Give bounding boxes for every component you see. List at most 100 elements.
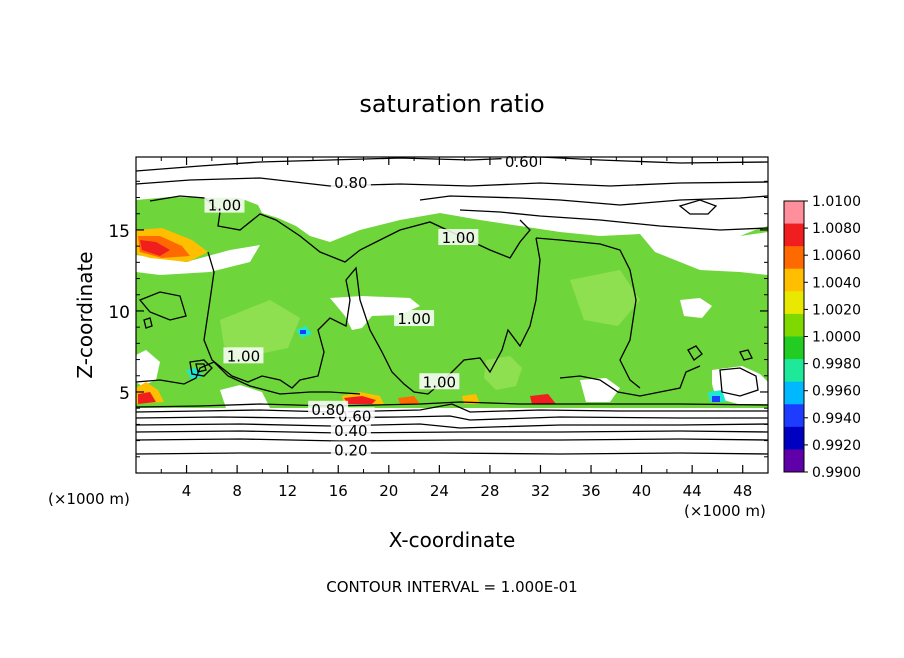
colorbar-label: 1.0080: [812, 221, 861, 237]
field-region: [140, 240, 170, 256]
field-region: [640, 232, 768, 275]
field-region: [712, 396, 720, 402]
x-axis-label: X-coordinate: [389, 528, 516, 552]
colorbar-label: 1.0060: [812, 248, 861, 264]
x-tick-label: 48: [733, 482, 752, 500]
contour-line: [135, 403, 768, 413]
plot-frame: [135, 156, 769, 474]
contour-line: [419, 195, 769, 206]
colorbar-label: 0.9960: [812, 384, 861, 400]
x-tick-label: 12: [278, 482, 297, 500]
contour-line: [149, 195, 531, 263]
contour-label-bg: [204, 196, 245, 213]
field-region: [462, 394, 480, 404]
y-tick-label: 15: [108, 222, 130, 242]
colorbar-swatch: [784, 223, 804, 247]
field-region: [530, 394, 556, 404]
colorbar-label: 0.9900: [812, 465, 861, 481]
contour-label: 1.00: [227, 347, 260, 365]
field-region: [398, 396, 420, 404]
x-tick-label: 16: [329, 482, 348, 500]
x-axis-ticks: 4 8 12 16 20 24 28 32 36 40 44 48: [160, 157, 752, 500]
x-unit-right: (×1000 m): [684, 502, 766, 520]
chart-title: saturation ratio: [359, 90, 544, 118]
x-tick-label: 36: [581, 482, 600, 500]
contour-label-bg: [438, 229, 479, 246]
contour-label: 1.00: [442, 229, 475, 247]
colorbar: 1.0100 1.0080 1.0060 1.0040 1.0020 1.0000 0.99…: [783, 194, 861, 481]
contour-line: [678, 199, 718, 215]
x-tick-label: 32: [531, 482, 550, 500]
field-region: [220, 385, 270, 408]
x-tick-label: 8: [232, 482, 242, 500]
field-region: [136, 350, 160, 386]
colorbar-swatch: [784, 404, 804, 428]
contour-line: [203, 237, 541, 395]
field-region: [136, 245, 260, 275]
contour-label-bg: [330, 173, 371, 190]
contour-line: [135, 423, 769, 429]
colorbar-swatch: [784, 359, 804, 383]
contour-label-bg: [308, 400, 349, 417]
contour-label-bg: [419, 373, 460, 390]
contour-label-bg: [330, 421, 371, 438]
contour-label: 0.40: [334, 422, 367, 440]
field-region: [344, 396, 376, 404]
contour-label: 1.00: [423, 373, 456, 391]
contour-label: 0.20: [334, 441, 367, 459]
field-region: [330, 296, 420, 330]
contour-line: [719, 367, 759, 397]
contour-line: [135, 177, 769, 187]
colorbar-label: 0.9940: [812, 411, 861, 427]
contour-interval-note: CONTOUR INTERVAL = 1.000E-01: [326, 578, 577, 596]
contour-label-bg: [394, 310, 435, 327]
contour-line: [143, 317, 153, 329]
y-axis-label: Z-coordinate: [73, 251, 97, 378]
contour-label: 0.80: [334, 174, 367, 192]
colorbar-swatch: [784, 201, 804, 225]
y-tick-label: 10: [108, 303, 130, 323]
colorbar-label: 1.0040: [812, 275, 861, 291]
contour-line: [135, 452, 769, 455]
field-region: [220, 300, 300, 356]
x-tick-label: 20: [379, 482, 398, 500]
contour-line: [135, 156, 769, 172]
contour-lines: [135, 156, 769, 455]
contour-line: [135, 361, 361, 395]
contour-line: [739, 349, 753, 361]
colorbar-swatch: [784, 336, 804, 360]
field-region: [136, 197, 768, 408]
contour-line: [195, 363, 207, 373]
x-tick-label: 40: [632, 482, 651, 500]
y-axis-ticks: 5 10 15: [108, 180, 768, 458]
contour-line: [138, 291, 187, 321]
colorbar-swatch: [784, 381, 804, 405]
contour-label: 1.00: [208, 197, 241, 215]
colorbar-label: 0.9920: [812, 438, 861, 454]
contour-line: [135, 430, 769, 434]
colorbar-swatch: [784, 246, 804, 270]
contour-line: [687, 345, 703, 361]
x-tick-label: 24: [430, 482, 449, 500]
contour-labels: 0.200.400.600.800.800.601.001.001.001.00…: [204, 152, 542, 459]
colorbar-swatch: [784, 426, 804, 450]
x-tick-label: 44: [683, 482, 702, 500]
contour-label: 1.00: [397, 310, 430, 328]
x-unit-left: (×1000 m): [48, 490, 130, 508]
contour-line: [559, 365, 701, 397]
colorbar-swatch: [784, 291, 804, 315]
field-region: [680, 298, 712, 318]
contour-label-bg: [223, 347, 264, 364]
colorbar-label: 1.0020: [812, 302, 861, 318]
x-tick-label: 28: [480, 482, 499, 500]
saturation-field: [136, 197, 768, 408]
plot-area: 0.200.400.600.800.800.601.001.001.001.00…: [108, 152, 769, 500]
contour-line: [189, 359, 213, 377]
colorbar-swatch: [784, 449, 804, 473]
contour-line: [135, 401, 769, 408]
contour-label: 0.80: [311, 401, 344, 419]
colorbar-label: 1.0000: [812, 330, 861, 346]
colorbar-label: 1.0100: [812, 194, 861, 210]
field-region: [138, 392, 156, 404]
